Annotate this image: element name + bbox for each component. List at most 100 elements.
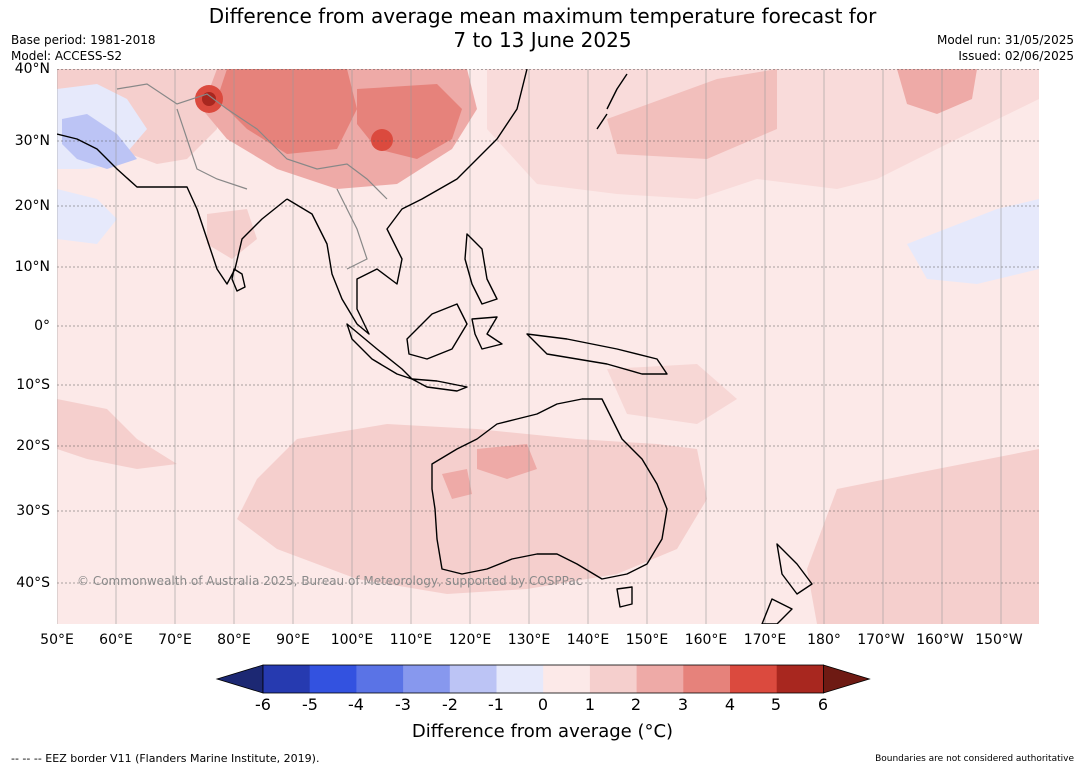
lon-label: 50°E [40, 632, 74, 648]
borders [116, 83, 388, 270]
anomaly-area [57, 189, 117, 244]
colorbar-tick: -2 [442, 695, 458, 714]
lat-label: 10°N [14, 259, 50, 275]
forecast-map: © Commonwealth of Australia 2025, Bureau… [57, 69, 1039, 624]
lon-label: 60°E [99, 632, 133, 648]
coast-sumatra [346, 323, 413, 380]
lon-label: 90°E [276, 632, 310, 648]
colorbar-tick: 4 [724, 695, 736, 714]
lat-label: 20°S [16, 438, 50, 454]
colorbar-bin [543, 665, 591, 693]
lon-label: 150°W [975, 632, 1023, 648]
colorbar-tick: -3 [395, 695, 411, 714]
coast-tasmania [616, 586, 633, 608]
colorbar [215, 664, 871, 694]
anomaly-shading [57, 69, 1039, 624]
map-title: Difference from average mean maximum tem… [0, 4, 1085, 52]
lon-label: 120°E [448, 632, 492, 648]
lat-label: 30°N [14, 133, 50, 149]
metadata-right: Model run: 31/05/2025 Issued: 02/06/2025 [937, 32, 1074, 64]
coast-australia [431, 398, 668, 580]
colorbar-bin [636, 665, 684, 693]
colorbar-bin [683, 665, 731, 693]
colorbar-bin [403, 665, 451, 693]
anomaly-area [62, 114, 137, 169]
anomaly-area [237, 424, 707, 594]
colorbar-tick: 6 [817, 695, 829, 714]
anomaly-area [442, 469, 472, 499]
lon-label: 170°E [743, 632, 787, 648]
colorbar-tick: -6 [255, 695, 271, 714]
anomaly-area [57, 399, 177, 469]
coast-borneo [406, 303, 468, 360]
lon-label: 160°E [684, 632, 728, 648]
colorbar-bins [215, 664, 871, 694]
lon-label: 160°W [916, 632, 964, 648]
lon-label: 80°E [217, 632, 251, 648]
colorbar-tick: 1 [584, 695, 596, 714]
colorbar-title: Difference from average (°C) [411, 721, 674, 742]
coast-arabia-india [57, 133, 288, 285]
anomaly-hotspot [371, 129, 393, 151]
anomaly-area [217, 69, 357, 154]
anomaly-area [907, 199, 1039, 284]
title-line-2: 7 to 13 June 2025 [453, 28, 632, 52]
colorbar-tick: 2 [630, 695, 642, 714]
coast-sulawesi [471, 316, 503, 350]
lat-label: 30°S [16, 503, 50, 519]
lon-label: 130°E [507, 632, 551, 648]
coast-java [411, 378, 468, 392]
lon-label: 100°E [330, 632, 374, 648]
colorbar-tick: -1 [488, 695, 504, 714]
anomaly-hotspot [202, 92, 216, 106]
lat-label: 0° [34, 318, 50, 334]
issued-date: Issued: 02/06/2025 [958, 49, 1074, 63]
colorbar-bin [730, 665, 778, 693]
colorbar-bin [356, 665, 404, 693]
colorbar-tick: -5 [302, 695, 318, 714]
lon-label: 70°E [158, 632, 192, 648]
copyright-notice: © Commonwealth of Australia 2025, Bureau… [77, 574, 582, 588]
lat-label: 40°S [16, 575, 50, 591]
lon-label: 140°E [566, 632, 610, 648]
coast-indochina [286, 69, 528, 335]
boundaries-disclaimer: Boundaries are not considered authoritat… [875, 754, 1074, 764]
coast-new-guinea [526, 333, 668, 375]
coast-new-zealand [761, 543, 813, 624]
title-line-1: Difference from average mean maximum tem… [208, 4, 877, 28]
coastlines [57, 69, 813, 624]
colorbar-bin [496, 665, 544, 693]
colorbar-arrow-low [215, 664, 264, 694]
lat-label: 10°S [16, 377, 50, 393]
anomaly-area [477, 444, 537, 479]
coast-philippines [464, 233, 498, 305]
colorbar-bin [449, 665, 497, 693]
lon-label: 110°E [389, 632, 433, 648]
lon-label: 180° [807, 632, 841, 648]
colorbar-bin [263, 665, 311, 693]
colorbar-bin [776, 665, 824, 693]
lon-label: 150°E [625, 632, 669, 648]
coast-sri-lanka [231, 268, 246, 292]
anomaly-area [487, 69, 1039, 199]
anomaly-area [207, 209, 257, 259]
metadata-left: Base period: 1981-2018 Model: ACCESS-S2 [11, 32, 156, 64]
anomaly-area [607, 364, 737, 424]
eez-note: -- -- -- EEZ border V11 (Flanders Marine… [11, 752, 320, 765]
colorbar-bin [589, 665, 638, 693]
lon-label: 170°W [857, 632, 905, 648]
anomaly-area [807, 449, 1039, 624]
coast-japan [596, 73, 628, 130]
colorbar-tick: 0 [537, 695, 549, 714]
model-run: Model run: 31/05/2025 [936, 33, 1074, 47]
colorbar-tick: 5 [770, 695, 782, 714]
colorbar-bin [309, 665, 357, 693]
lat-label: 40°N [14, 61, 50, 77]
model-name: Model: ACCESS-S2 [11, 49, 123, 63]
colorbar-arrow-high [823, 664, 871, 694]
base-period: Base period: 1981-2018 [11, 33, 156, 47]
colorbar-tick: -4 [348, 695, 364, 714]
anomaly-area [897, 69, 977, 114]
lat-label: 20°N [14, 198, 50, 214]
colorbar-tick: 3 [677, 695, 689, 714]
